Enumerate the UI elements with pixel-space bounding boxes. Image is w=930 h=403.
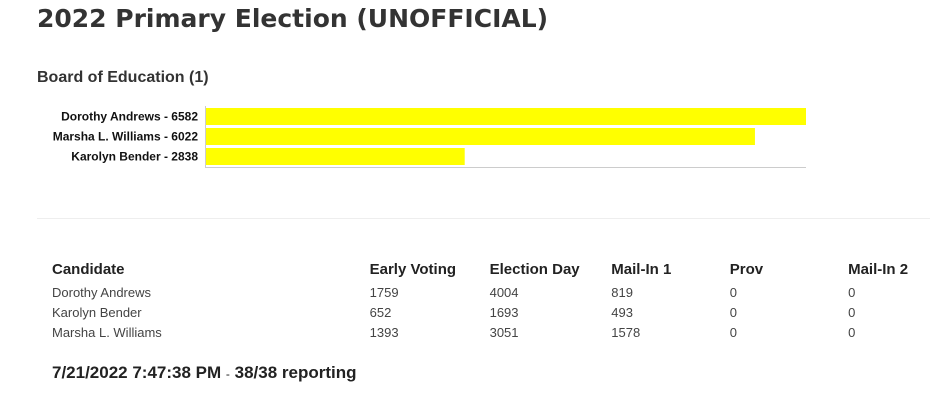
table-cell: 4004	[489, 284, 519, 300]
chart: Dorothy Andrews - 6582 Marsha L. Williams…	[53, 106, 806, 168]
table-cell: Karolyn Bender	[52, 304, 142, 320]
table-cell: 1693	[489, 304, 519, 320]
table-row: Marsha L. Williams 1393 3051 1578 0 0	[44, 322, 930, 342]
table-cell: Dorothy Andrews	[52, 284, 151, 300]
column-header: Election Day	[489, 260, 580, 278]
table-cell: Marsha L. Williams	[52, 324, 162, 340]
chart-title: Board of Education (1)	[37, 69, 209, 86]
y-tick-label: Dorothy Andrews - 6582	[61, 110, 198, 124]
table-cell: 0	[848, 324, 856, 340]
column-header: Mail-In 1	[611, 260, 672, 278]
column-header: Early Voting	[369, 260, 457, 278]
divider	[37, 218, 930, 219]
table-cell: 0	[848, 304, 856, 320]
table-cell: 0	[729, 284, 737, 300]
timestamp: 7/21/2022 7:47:38 PM	[52, 363, 222, 382]
table-cell: 0	[729, 304, 737, 320]
table-cell: 1393	[369, 324, 399, 340]
table-cell: 0	[848, 284, 856, 300]
bar	[206, 128, 755, 145]
bar	[206, 148, 465, 165]
reporting: 38/38 reporting	[234, 363, 357, 382]
table-cell: 819	[611, 284, 633, 300]
table-cell: 493	[611, 304, 633, 320]
column-header: Candidate	[52, 260, 125, 278]
table-row: Karolyn Bender 652 1693 493 0 0	[44, 302, 930, 322]
y-tick-label: Karolyn Bender - 2838	[71, 150, 198, 164]
header-row: Candidate Early Voting Election Day Mail-In…	[44, 258, 930, 282]
table-cell: 0	[729, 324, 737, 340]
column-header: Mail-In 2	[848, 260, 909, 278]
y-tick-label: Marsha L. Williams - 6022	[53, 130, 199, 144]
results-table: Candidate Early Voting Election Day Mail-In…	[44, 258, 930, 342]
footer: 7/21/2022 7:47:38 PM - 38/38 reporting	[52, 363, 357, 383]
table-cell: 1578	[611, 324, 641, 340]
bar	[206, 108, 806, 125]
table-row: Dorothy Andrews 1759 4004 819 0 0	[44, 282, 930, 302]
column-header: Prov	[729, 260, 764, 278]
separator: -	[225, 367, 230, 381]
table-cell: 1759	[369, 284, 399, 300]
page-title: 2022 Primary Election (UNOFFICIAL)	[37, 4, 549, 33]
table-cell: 652	[369, 304, 392, 320]
table-cell: 3051	[489, 324, 519, 340]
